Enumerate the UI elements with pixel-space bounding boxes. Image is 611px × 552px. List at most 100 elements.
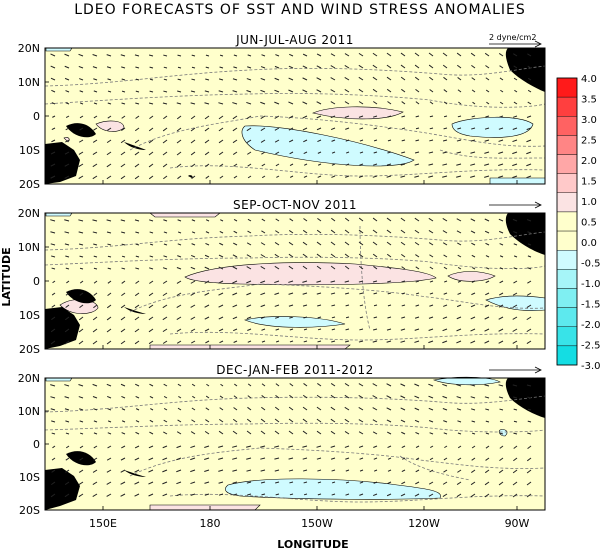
wind-vector — [260, 127, 266, 131]
wind-vector — [92, 163, 98, 168]
wind-vector — [414, 217, 420, 222]
wind-vector — [415, 115, 420, 118]
wind-vector — [233, 175, 238, 179]
wind-vector — [93, 78, 98, 81]
wind-vector — [233, 395, 238, 399]
wind-vector — [64, 328, 70, 333]
wind-vector — [457, 292, 462, 295]
wind-vector — [176, 102, 182, 105]
wind-vector — [106, 328, 112, 333]
wind-vector — [190, 280, 196, 284]
wind-vector — [372, 407, 378, 411]
wind-vector — [177, 90, 182, 93]
wind-vector — [513, 420, 518, 423]
wind-vector — [472, 101, 476, 105]
wind-vector — [65, 292, 70, 296]
wind-vector — [163, 395, 168, 399]
wind-vector — [163, 90, 168, 93]
wind-vector — [288, 230, 294, 234]
wind-vector — [316, 265, 322, 270]
wind-vector — [205, 163, 210, 168]
wind-vector — [232, 115, 238, 120]
wind-vector — [387, 266, 392, 270]
wind-vector — [373, 316, 378, 319]
wind-vector — [430, 445, 434, 448]
wind-vector — [442, 139, 448, 142]
wind-vector — [330, 65, 336, 69]
wind-vector — [288, 418, 294, 423]
wind-vector — [457, 254, 462, 258]
wind-stress-vectors — [50, 52, 532, 180]
wind-vector — [261, 493, 266, 496]
wind-vector — [64, 340, 70, 345]
wind-vector — [79, 115, 84, 119]
wind-vector — [121, 127, 126, 131]
wind-vector — [260, 445, 266, 448]
wind-vector — [289, 53, 294, 57]
wind-vector — [135, 78, 140, 81]
sst-contours — [44, 395, 546, 503]
wind-vector — [513, 457, 518, 462]
wind-vector — [176, 493, 182, 497]
wind-vector — [513, 280, 518, 284]
wind-vector — [485, 445, 490, 449]
wind-vector — [232, 254, 238, 258]
wind-vector — [429, 432, 434, 435]
wind-vector — [218, 304, 224, 308]
wind-vector — [149, 431, 154, 435]
wind-vector — [261, 395, 266, 399]
wind-vector — [442, 481, 448, 485]
wind-vector — [414, 151, 420, 154]
wind-vector — [512, 218, 518, 222]
wind-vector — [512, 328, 518, 332]
wind-vector — [134, 457, 140, 461]
wind-vector — [190, 328, 196, 332]
wind-vector — [191, 175, 196, 179]
wind-vector — [415, 457, 420, 460]
wind-vector — [65, 102, 70, 105]
wind-vector — [274, 65, 280, 69]
wind-vector — [428, 151, 434, 154]
wind-vector — [526, 457, 532, 462]
wind-vector — [275, 383, 280, 387]
wind-vector — [135, 243, 140, 246]
wind-vector — [79, 304, 84, 309]
wind-vector — [288, 304, 294, 307]
wind-vector — [372, 175, 378, 178]
wind-vector — [358, 253, 364, 258]
wind-vector — [400, 493, 406, 497]
wind-vector — [442, 493, 448, 497]
wind-vector — [330, 406, 336, 411]
wind-vector — [457, 127, 462, 130]
wind-vector — [484, 218, 490, 222]
wind-vector — [121, 66, 126, 69]
wind-vector — [317, 493, 322, 496]
wind-vector — [289, 394, 294, 399]
wind-vector — [134, 340, 140, 345]
wind-vector — [78, 469, 84, 473]
wind-vector — [401, 304, 406, 307]
lat-tick-label: 10S — [19, 309, 40, 322]
wind-vector — [260, 304, 266, 308]
wind-vector — [456, 175, 462, 178]
wind-vector — [78, 396, 84, 399]
wind-vector — [428, 395, 434, 399]
wind-vector — [50, 151, 56, 155]
wind-vector — [513, 65, 518, 69]
wind-vector — [261, 163, 266, 167]
wind-vector — [444, 445, 448, 449]
wind-vector — [527, 420, 532, 423]
wind-vector — [176, 127, 182, 132]
wind-vector — [162, 102, 168, 105]
wind-vector — [428, 316, 434, 319]
wind-vector — [92, 231, 98, 234]
wind-vector — [288, 77, 294, 81]
wind-vector — [443, 76, 448, 81]
wind-vector — [134, 139, 140, 144]
wind-vector — [512, 292, 518, 296]
wind-vector — [498, 328, 504, 332]
colorbar-tick-label: 1.5 — [581, 177, 597, 188]
wind-vector — [51, 102, 56, 105]
wind-vector — [428, 493, 434, 497]
wind-vector — [358, 64, 364, 69]
